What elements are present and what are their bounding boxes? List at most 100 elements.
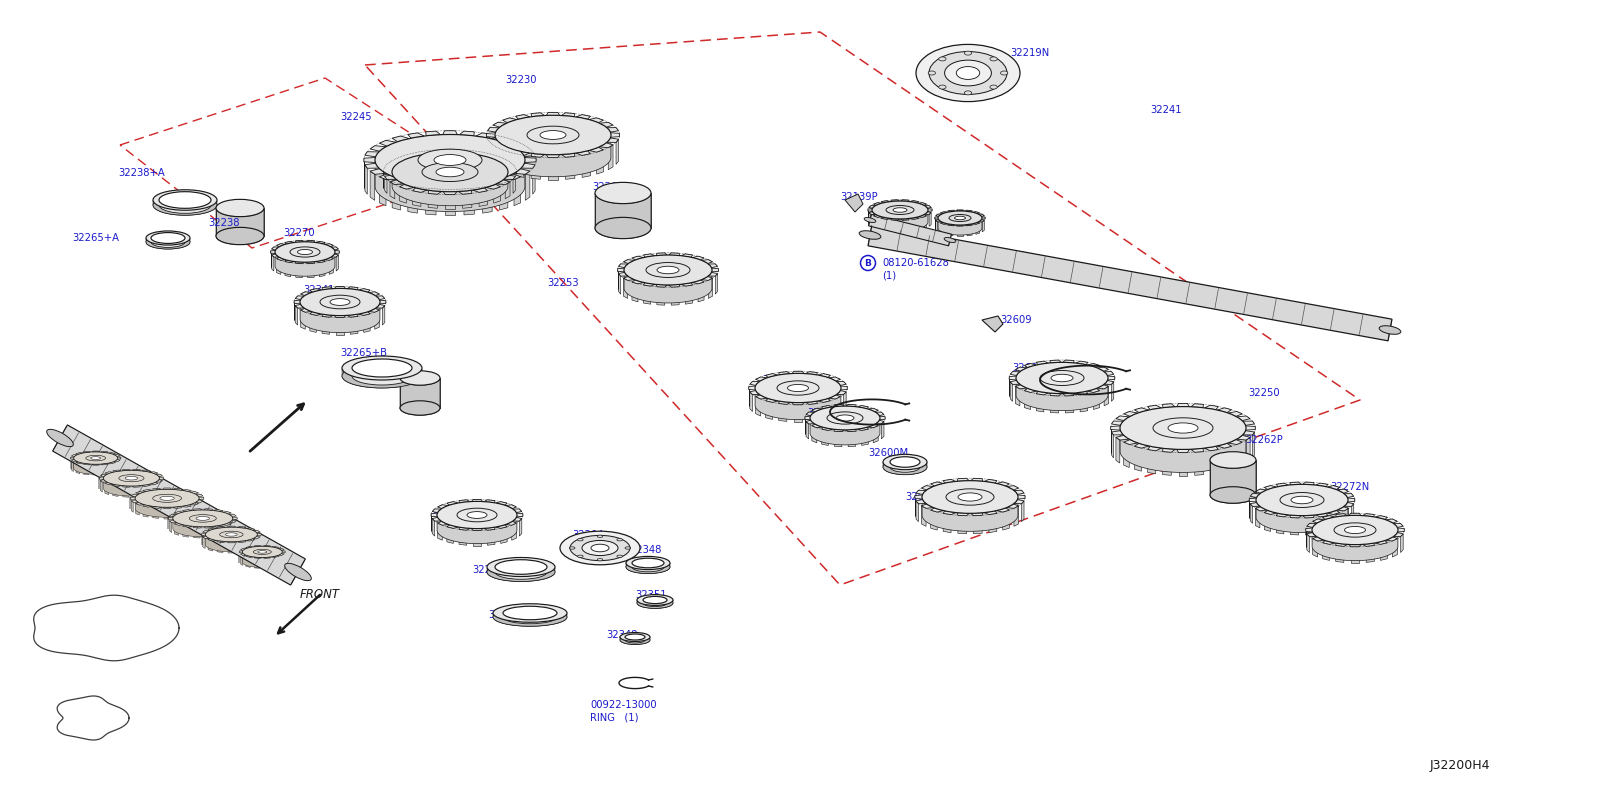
Polygon shape	[966, 225, 973, 235]
Polygon shape	[1312, 537, 1325, 541]
Ellipse shape	[578, 555, 582, 558]
Polygon shape	[811, 408, 822, 412]
Polygon shape	[227, 526, 235, 527]
Polygon shape	[658, 287, 664, 305]
Polygon shape	[506, 521, 517, 525]
Polygon shape	[811, 426, 816, 442]
Polygon shape	[531, 156, 541, 179]
Polygon shape	[1195, 452, 1203, 476]
Text: 32341: 32341	[302, 285, 334, 295]
Text: (1): (1)	[882, 270, 896, 280]
Polygon shape	[531, 113, 544, 117]
Polygon shape	[1110, 426, 1120, 430]
Polygon shape	[533, 165, 534, 194]
Text: 32604+A: 32604+A	[1013, 363, 1059, 373]
Ellipse shape	[883, 454, 926, 470]
Polygon shape	[810, 419, 880, 445]
Polygon shape	[512, 523, 517, 540]
Ellipse shape	[342, 364, 422, 388]
Polygon shape	[794, 404, 802, 422]
Polygon shape	[506, 182, 510, 199]
Polygon shape	[131, 469, 141, 471]
Text: 32238: 32238	[208, 218, 240, 228]
Polygon shape	[1256, 509, 1259, 528]
Polygon shape	[203, 536, 210, 539]
Polygon shape	[234, 521, 237, 532]
Polygon shape	[99, 477, 104, 480]
Polygon shape	[262, 557, 270, 559]
Text: 32219N: 32219N	[1010, 48, 1050, 58]
Polygon shape	[965, 224, 973, 226]
Polygon shape	[322, 287, 333, 290]
Ellipse shape	[467, 512, 486, 518]
Text: 32139P: 32139P	[840, 192, 878, 202]
Ellipse shape	[1016, 363, 1107, 393]
Polygon shape	[982, 216, 986, 219]
Polygon shape	[1147, 450, 1155, 474]
Polygon shape	[493, 145, 498, 170]
Ellipse shape	[1051, 374, 1074, 382]
Polygon shape	[208, 528, 216, 530]
Polygon shape	[186, 506, 192, 517]
Polygon shape	[902, 220, 909, 232]
Polygon shape	[765, 401, 773, 419]
Ellipse shape	[626, 560, 670, 574]
Ellipse shape	[86, 455, 106, 461]
Ellipse shape	[939, 57, 946, 61]
Polygon shape	[227, 524, 232, 536]
Ellipse shape	[158, 197, 211, 213]
Polygon shape	[488, 529, 494, 545]
Polygon shape	[253, 536, 261, 539]
Polygon shape	[136, 491, 144, 494]
Polygon shape	[170, 514, 176, 517]
Polygon shape	[254, 557, 262, 559]
Polygon shape	[515, 154, 523, 178]
Polygon shape	[390, 182, 395, 199]
Polygon shape	[347, 287, 358, 290]
Text: 32604: 32604	[762, 375, 794, 385]
Ellipse shape	[590, 544, 610, 551]
Polygon shape	[142, 505, 152, 507]
Polygon shape	[474, 188, 488, 193]
Text: 32250: 32250	[1248, 388, 1280, 398]
Polygon shape	[1349, 514, 1362, 516]
Polygon shape	[606, 127, 619, 132]
Polygon shape	[576, 115, 590, 119]
Polygon shape	[693, 256, 704, 260]
Polygon shape	[227, 542, 235, 543]
Text: 32348: 32348	[630, 545, 661, 555]
Polygon shape	[101, 451, 107, 453]
Polygon shape	[1312, 531, 1398, 561]
Polygon shape	[504, 141, 520, 146]
Ellipse shape	[158, 192, 211, 209]
Polygon shape	[301, 303, 379, 333]
Polygon shape	[334, 250, 339, 254]
Polygon shape	[443, 130, 458, 134]
Polygon shape	[144, 486, 150, 496]
Polygon shape	[101, 480, 107, 482]
Polygon shape	[514, 177, 520, 205]
Polygon shape	[240, 548, 246, 551]
Polygon shape	[944, 511, 955, 514]
Ellipse shape	[890, 461, 920, 472]
Polygon shape	[83, 465, 88, 475]
Polygon shape	[429, 194, 437, 209]
Polygon shape	[1147, 446, 1162, 451]
Polygon shape	[618, 268, 624, 272]
Ellipse shape	[949, 214, 971, 221]
Polygon shape	[1237, 416, 1250, 420]
Polygon shape	[805, 401, 818, 404]
Polygon shape	[472, 529, 483, 531]
Polygon shape	[829, 377, 840, 381]
Polygon shape	[957, 478, 970, 481]
Polygon shape	[922, 498, 1018, 532]
Polygon shape	[1088, 363, 1099, 367]
Polygon shape	[1256, 506, 1267, 511]
Polygon shape	[1229, 440, 1242, 445]
Polygon shape	[112, 486, 118, 496]
Polygon shape	[496, 502, 507, 505]
Polygon shape	[486, 567, 555, 581]
Polygon shape	[152, 506, 162, 508]
Polygon shape	[1006, 486, 1019, 490]
Polygon shape	[325, 243, 333, 246]
